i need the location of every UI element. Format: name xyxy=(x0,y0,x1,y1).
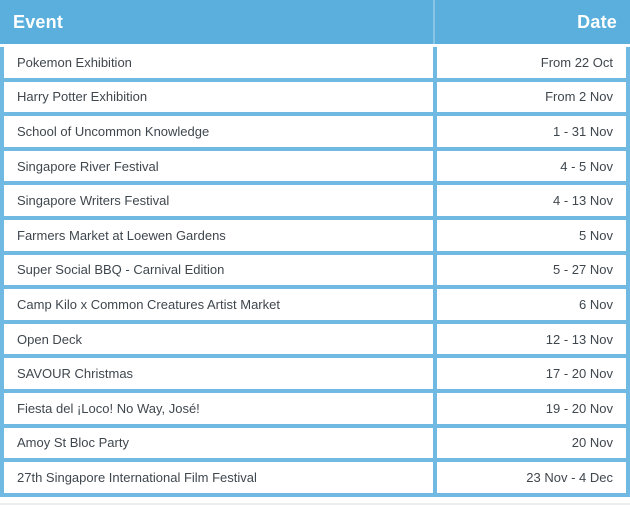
table-row: Singapore River Festival 4 - 5 Nov xyxy=(4,150,626,186)
date-cell: 5 Nov xyxy=(579,227,613,243)
header-body-gap xyxy=(0,44,630,47)
event-cell: Open Deck xyxy=(17,331,83,347)
table-row: Farmers Market at Loewen Gardens 5 Nov xyxy=(4,219,626,255)
column-divider xyxy=(433,47,437,78)
column-divider xyxy=(433,219,437,251)
event-cell: 27th Singapore International Film Festiv… xyxy=(17,469,257,485)
date-cell: 17 - 20 Nov xyxy=(545,366,613,382)
date-cell: From 2 Nov xyxy=(545,89,613,105)
date-cell: 6 Nov xyxy=(579,296,613,312)
event-cell: SAVOUR Christmas xyxy=(17,366,134,382)
date-cell: 4 - 5 Nov xyxy=(560,158,613,174)
event-cell: Fiesta del ¡Loco! No Way, José! xyxy=(17,400,200,416)
column-divider xyxy=(433,392,437,424)
table-row: Open Deck 12 - 13 Nov xyxy=(4,323,626,359)
date-cell: 23 Nov - 4 Dec xyxy=(526,469,613,485)
table-row: Harry Potter Exhibition From 2 Nov xyxy=(4,81,626,117)
table-body: Pokemon Exhibition From 22 Oct Harry Pot… xyxy=(0,47,630,497)
event-cell: Singapore River Festival xyxy=(17,158,159,174)
column-divider xyxy=(433,289,437,320)
date-cell: 20 Nov xyxy=(571,435,613,451)
event-cell: Camp Kilo x Common Creatures Artist Mark… xyxy=(17,296,280,312)
column-divider xyxy=(433,150,437,182)
date-cell: 12 - 13 Nov xyxy=(545,331,613,347)
page-bottom-edge xyxy=(0,503,630,505)
event-cell: Farmers Market at Loewen Gardens xyxy=(17,227,226,243)
column-divider xyxy=(433,462,437,493)
table-row: School of Uncommon Knowledge 1 - 31 Nov xyxy=(4,116,626,151)
table-row: Pokemon Exhibition From 22 Oct xyxy=(4,47,626,82)
column-divider xyxy=(433,427,437,459)
event-cell: Super Social BBQ - Carnival Edition xyxy=(17,262,225,278)
table-row: Super Social BBQ - Carnival Edition 5 - … xyxy=(4,254,626,290)
table-row: Singapore Writers Festival 4 - 13 Nov xyxy=(4,185,626,220)
table-row: Camp Kilo x Common Creatures Artist Mark… xyxy=(4,289,626,324)
table-row: 27th Singapore International Film Festiv… xyxy=(4,462,626,497)
date-cell: 5 - 27 Nov xyxy=(553,262,613,278)
column-divider xyxy=(433,185,437,216)
date-cell: From 22 Oct xyxy=(540,54,613,70)
date-cell: 1 - 31 Nov xyxy=(553,123,613,139)
event-cell: Harry Potter Exhibition xyxy=(17,89,148,105)
column-divider xyxy=(433,254,437,286)
table-row: Amoy St Bloc Party 20 Nov xyxy=(4,427,626,463)
event-cell: Singapore Writers Festival xyxy=(17,193,170,209)
header-column-divider xyxy=(433,0,435,44)
event-cell: Amoy St Bloc Party xyxy=(17,435,129,451)
date-cell: 4 - 13 Nov xyxy=(553,193,613,209)
table-row: SAVOUR Christmas 17 - 20 Nov xyxy=(4,358,626,393)
column-header-date: Date xyxy=(577,11,617,32)
column-divider xyxy=(433,81,437,113)
column-divider xyxy=(433,323,437,355)
date-cell: 19 - 20 Nov xyxy=(545,400,613,416)
column-divider xyxy=(433,116,437,147)
column-divider xyxy=(433,358,437,389)
table-header-row: Event Date xyxy=(0,0,630,44)
column-header-event: Event xyxy=(13,11,64,32)
table-row: Fiesta del ¡Loco! No Way, José! 19 - 20 … xyxy=(4,392,626,428)
event-cell: Pokemon Exhibition xyxy=(17,54,132,70)
event-cell: School of Uncommon Knowledge xyxy=(17,123,210,139)
